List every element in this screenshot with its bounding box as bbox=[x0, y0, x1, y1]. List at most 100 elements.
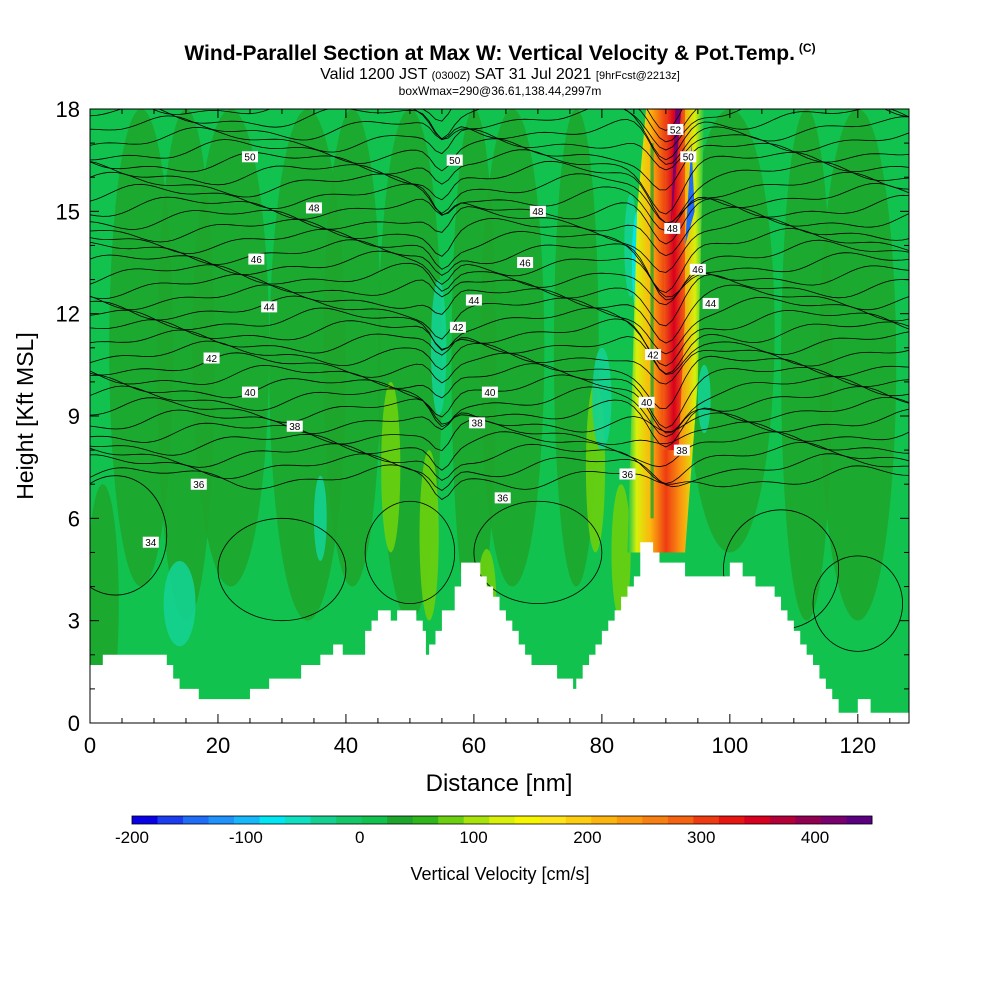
terrain-mask bbox=[90, 542, 909, 723]
contour-label-text: 36 bbox=[193, 480, 205, 491]
theta-contour-line bbox=[90, 115, 909, 165]
theta-contour-line bbox=[90, 453, 909, 491]
contour-label-box bbox=[638, 396, 655, 408]
theta-contour-line bbox=[90, 374, 909, 434]
y-tick-label: 3 bbox=[68, 609, 80, 634]
terrain bbox=[90, 542, 909, 723]
y-tick-label: 15 bbox=[56, 199, 80, 224]
contour-label-box bbox=[241, 386, 258, 398]
x-tick-label: 100 bbox=[711, 733, 748, 758]
contour-label-text: 48 bbox=[532, 207, 544, 218]
colorbar-swatch bbox=[234, 816, 260, 824]
colorbar-swatch bbox=[718, 816, 745, 824]
contour-label: 36 bbox=[494, 492, 511, 505]
colorbar-swatch bbox=[616, 816, 643, 824]
colorbar-swatch bbox=[514, 816, 541, 824]
contour-label: 46 bbox=[248, 253, 265, 266]
contour-label: 40 bbox=[481, 386, 498, 399]
field-patch bbox=[650, 143, 654, 519]
contour-label: 50 bbox=[680, 151, 697, 164]
contour-label: 38 bbox=[469, 417, 486, 430]
contour-label-box bbox=[241, 151, 258, 163]
contour-label-text: 46 bbox=[692, 265, 704, 276]
contour-label-text: 44 bbox=[468, 296, 480, 307]
y-tick-label: 9 bbox=[68, 404, 80, 429]
contour-label-box bbox=[494, 492, 511, 504]
theta-contour-line bbox=[151, 109, 909, 151]
colorbar-swatch bbox=[157, 816, 184, 824]
contour-label: 44 bbox=[465, 294, 482, 307]
contour-label-box bbox=[190, 478, 207, 490]
theta-contour-line bbox=[90, 464, 909, 500]
contour-label: 46 bbox=[517, 257, 534, 269]
colorbar-tick-label: -100 bbox=[229, 828, 263, 847]
y-tick-label: 18 bbox=[56, 97, 80, 122]
field-patch bbox=[192, 109, 270, 587]
theta-contour-line bbox=[90, 397, 909, 448]
colorbar-swatch bbox=[565, 816, 592, 824]
contour-label: 52 bbox=[667, 123, 684, 136]
contour-label-box bbox=[465, 294, 482, 306]
contour-label: 36 bbox=[619, 468, 636, 481]
contour-label-text: 50 bbox=[244, 153, 256, 164]
valid-time: Valid 1200 JST bbox=[320, 66, 428, 83]
valid-time-utc: (0300Z) bbox=[431, 70, 471, 82]
contour-label-text: 34 bbox=[145, 538, 157, 549]
colorbar-swatch bbox=[132, 816, 158, 824]
contour-labels: 50 50 50 52 48 48 48 46 46 46 44 44 44 42 42 42 40 40 40 38… bbox=[142, 123, 719, 549]
colorbar-tick-label: -200 bbox=[115, 828, 149, 847]
theta-contour-line bbox=[90, 475, 168, 596]
downdraft-patch bbox=[685, 143, 695, 246]
contour-label-box bbox=[248, 253, 265, 265]
contour-label: 48 bbox=[305, 202, 322, 215]
colorbar-tick-label: 300 bbox=[687, 828, 715, 847]
colorbar-swatch bbox=[642, 816, 669, 824]
chart-subtitle-2: boxWmax=290@36.61,138.44,2997m bbox=[398, 84, 602, 98]
contour-label-box bbox=[446, 154, 463, 166]
contour-label-box bbox=[449, 321, 466, 333]
contour-label-box bbox=[664, 222, 681, 234]
colorbar-swatch bbox=[667, 816, 694, 824]
field-patch bbox=[611, 484, 631, 621]
field-patch bbox=[109, 109, 174, 587]
x-tick-label: 60 bbox=[462, 733, 486, 758]
contour-label-text: 50 bbox=[449, 156, 461, 167]
colorbar-swatch bbox=[387, 816, 414, 824]
theta-contour-line bbox=[90, 126, 909, 171]
y-tick-label: 6 bbox=[68, 506, 80, 531]
colorbar-swatch bbox=[259, 816, 286, 824]
theta-contour-line bbox=[90, 363, 909, 429]
theta-contour-line bbox=[90, 149, 909, 215]
x-tick-label: 20 bbox=[206, 733, 230, 758]
theta-contour-line bbox=[90, 160, 909, 224]
theta-contour-line bbox=[90, 329, 909, 375]
colorbar-swatch bbox=[412, 816, 439, 824]
colorbar-tick-label: 400 bbox=[801, 828, 829, 847]
theta-contour-line bbox=[473, 500, 603, 605]
contour-label-text: 44 bbox=[264, 303, 276, 314]
contour-label: 36 bbox=[190, 478, 207, 491]
contour-label-text: 46 bbox=[251, 255, 263, 266]
contour-label-box bbox=[645, 349, 662, 361]
theta-contour-line bbox=[90, 295, 909, 355]
contour-label-text: 52 bbox=[670, 125, 682, 136]
chart-subtitle: Valid 1200 JST (0300Z) SAT 31 Jul 2021 [… bbox=[0, 66, 1000, 85]
theta-contour-line bbox=[90, 273, 909, 327]
theta-contour-line bbox=[90, 284, 909, 344]
colorbar-swatch bbox=[310, 816, 337, 824]
theta-contour-line bbox=[217, 517, 347, 622]
contour-label-text: 44 bbox=[705, 299, 717, 310]
theta-contour-line bbox=[90, 352, 909, 410]
field-patch bbox=[592, 347, 612, 451]
colorbar-swatch bbox=[846, 816, 873, 824]
chart-title-text: Wind-Parallel Section at Max W: Vertical… bbox=[184, 42, 795, 65]
theta-contour-line bbox=[90, 239, 909, 301]
contour-label-text: 38 bbox=[289, 422, 301, 433]
theta-contour-line bbox=[90, 385, 909, 438]
field-patch bbox=[685, 109, 775, 553]
contour-label-text: 36 bbox=[622, 470, 634, 481]
colorbar-swatch bbox=[489, 816, 516, 824]
field-patch bbox=[819, 109, 897, 621]
contour-label: 40 bbox=[241, 386, 258, 399]
